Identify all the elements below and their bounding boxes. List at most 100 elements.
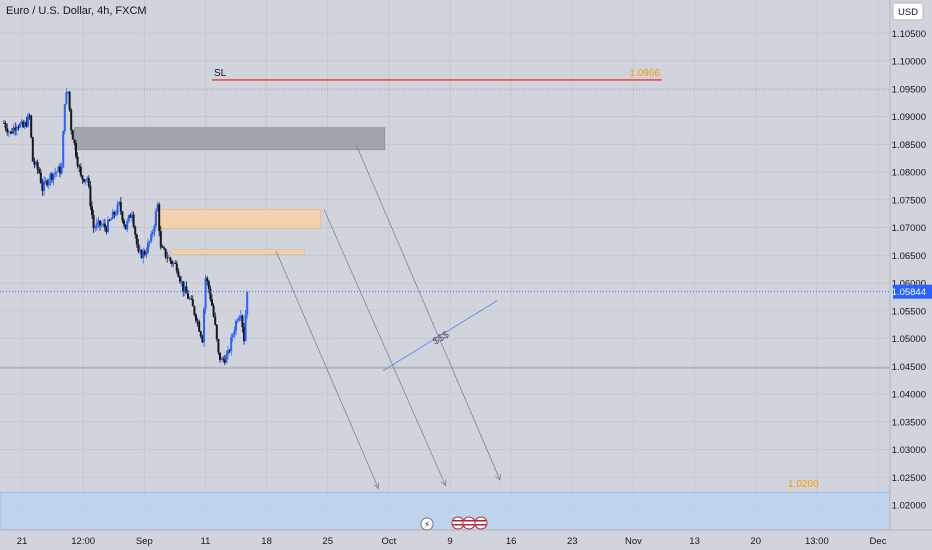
candle-body (67, 91, 69, 93)
candle-body (35, 161, 37, 165)
chart-title: Euro / U.S. Dollar, 4h, FXCM (6, 5, 147, 17)
candle-body (46, 180, 49, 186)
us-flag-icon[interactable] (462, 516, 476, 530)
candle-body (153, 225, 156, 232)
x-tick-label: 12:00 (71, 536, 95, 547)
candle-body (55, 171, 58, 173)
candle-body (11, 131, 13, 134)
candle-body (244, 314, 247, 342)
candle-body (36, 161, 39, 170)
candle-body (177, 271, 180, 277)
candle-body (86, 178, 89, 180)
candle-body (124, 224, 127, 230)
y-tick-label: 1.03000 (892, 445, 926, 456)
candle-body (163, 247, 165, 249)
currency-button-label: USD (898, 7, 918, 18)
x-tick-label: 25 (322, 536, 333, 547)
candle-body (182, 281, 185, 292)
candle-body (52, 174, 55, 180)
candle-body (175, 263, 178, 272)
candle-body (230, 337, 233, 351)
orange-zone-lower[interactable] (170, 249, 306, 255)
y-tick-label: 1.04500 (892, 362, 926, 373)
projection-arrow[interactable] (275, 250, 379, 489)
candle-body (155, 211, 157, 226)
candle-body (151, 231, 154, 235)
y-tick-label: 1.05000 (892, 334, 926, 345)
currency-button[interactable] (892, 2, 924, 21)
orange-zone-upper[interactable] (154, 208, 322, 229)
lightning-icon[interactable] (420, 517, 434, 531)
candle-body (81, 175, 84, 179)
candle-body (220, 358, 223, 361)
flag-stripe (476, 524, 486, 526)
candle-body (31, 137, 34, 162)
us-flag-icon[interactable] (451, 516, 465, 530)
gray-zone[interactable] (74, 127, 386, 151)
candle-body (166, 257, 169, 259)
candle-body (62, 131, 65, 168)
candle-body (156, 204, 159, 212)
flag-stripe (453, 520, 463, 522)
candle-body (105, 227, 108, 233)
candle-body (235, 320, 237, 331)
candle-body (198, 321, 201, 332)
candle-body (223, 359, 226, 363)
candle-body (167, 257, 170, 259)
candle-body (100, 224, 103, 226)
candle-body (25, 122, 28, 127)
candle-body (195, 314, 197, 321)
y-tick-label: 1.05500 (892, 306, 926, 317)
y-tick-label: 1.03500 (892, 417, 926, 428)
arrow-head (440, 479, 447, 487)
y-tick-label: 1.10500 (892, 29, 926, 40)
candle-body (17, 126, 20, 128)
sl-value-label: 1.0966 (629, 68, 660, 79)
candle-body (116, 204, 119, 214)
flag-stripe (453, 524, 463, 526)
x-tick-label: 23 (567, 536, 578, 547)
candle-body (201, 336, 204, 343)
x-tick-label: 13 (689, 536, 700, 547)
candle-body (193, 306, 196, 315)
candle-body (102, 223, 105, 225)
candle-body (70, 109, 73, 131)
y-tick-label: 1.09000 (892, 112, 926, 123)
last-price-badge (893, 284, 932, 299)
candle-body (73, 139, 76, 144)
candle-body (44, 180, 47, 182)
candle-body (227, 350, 229, 355)
x-tick-label: 20 (750, 536, 761, 547)
candle-body (188, 298, 191, 300)
candle-body (30, 115, 33, 138)
flag-stripe (464, 520, 474, 522)
candle-body (199, 331, 202, 337)
zones-layer (0, 127, 891, 531)
x-tick-label: Dec (870, 536, 887, 547)
candle-body (27, 115, 29, 127)
candle-body (23, 122, 26, 128)
candle-body (203, 308, 205, 343)
candle-body (22, 121, 25, 128)
candle-body (99, 220, 101, 226)
flag-stripe (476, 520, 486, 522)
candle-body (148, 241, 151, 243)
candle-body (4, 123, 7, 129)
candle-body (214, 316, 217, 325)
projection-arrow[interactable] (355, 144, 501, 481)
projection-arrow[interactable] (323, 209, 446, 486)
us-flag-icon[interactable] (474, 516, 488, 530)
target-zone (0, 491, 891, 531)
candle-body (87, 178, 90, 187)
candle-body (147, 242, 149, 253)
candle-body (137, 244, 140, 252)
candle-body (129, 215, 132, 218)
candle-body (209, 288, 212, 300)
candle-body (212, 305, 215, 317)
liquidity-trendline[interactable] (382, 300, 498, 372)
candle-body (161, 247, 164, 249)
candle-body (134, 226, 137, 235)
candle-body (211, 299, 213, 306)
